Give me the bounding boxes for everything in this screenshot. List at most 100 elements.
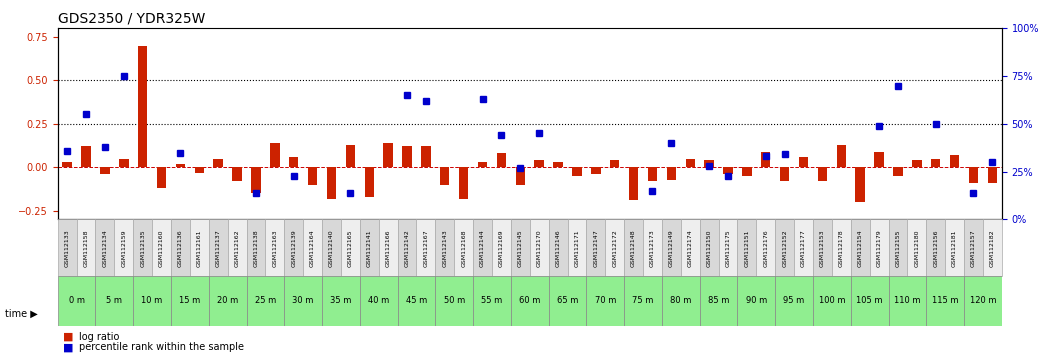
FancyBboxPatch shape (624, 276, 662, 326)
FancyBboxPatch shape (530, 219, 549, 276)
Text: 105 m: 105 m (856, 296, 883, 306)
FancyBboxPatch shape (889, 219, 907, 276)
FancyBboxPatch shape (398, 219, 416, 276)
Bar (875, 152, 883, 167)
Text: GSM112177: GSM112177 (801, 229, 806, 267)
Bar (233, 167, 241, 181)
Text: GSM112138: GSM112138 (254, 229, 258, 267)
Bar (534, 160, 544, 167)
FancyBboxPatch shape (605, 219, 624, 276)
Bar (705, 160, 713, 167)
FancyBboxPatch shape (133, 219, 152, 276)
Bar (969, 167, 979, 183)
Text: GSM112146: GSM112146 (556, 229, 560, 267)
Text: GSM112182: GSM112182 (990, 229, 994, 267)
Bar (932, 159, 941, 167)
Bar (743, 167, 751, 176)
Bar (667, 167, 676, 179)
Text: GSM112156: GSM112156 (934, 229, 938, 267)
FancyBboxPatch shape (284, 219, 303, 276)
Text: time ▶: time ▶ (5, 308, 38, 318)
Bar (724, 167, 733, 174)
FancyBboxPatch shape (813, 276, 851, 326)
Bar (100, 167, 109, 174)
Text: GSM112159: GSM112159 (122, 229, 126, 267)
Bar (516, 167, 526, 185)
FancyBboxPatch shape (964, 219, 983, 276)
FancyBboxPatch shape (643, 219, 662, 276)
FancyBboxPatch shape (77, 219, 95, 276)
Text: 0 m: 0 m (68, 296, 85, 306)
FancyBboxPatch shape (700, 219, 719, 276)
FancyBboxPatch shape (775, 219, 794, 276)
Text: 100 m: 100 m (818, 296, 845, 306)
Text: GSM112165: GSM112165 (348, 229, 352, 267)
FancyBboxPatch shape (492, 219, 511, 276)
FancyBboxPatch shape (662, 219, 681, 276)
Text: GSM112179: GSM112179 (877, 229, 881, 267)
Bar (441, 167, 449, 185)
FancyBboxPatch shape (737, 219, 756, 276)
FancyBboxPatch shape (171, 276, 209, 326)
FancyBboxPatch shape (58, 276, 95, 326)
Text: 55 m: 55 m (481, 296, 502, 306)
FancyBboxPatch shape (114, 219, 133, 276)
Text: 45 m: 45 m (406, 296, 427, 306)
FancyBboxPatch shape (851, 276, 889, 326)
FancyBboxPatch shape (926, 276, 964, 326)
FancyBboxPatch shape (511, 276, 549, 326)
Text: GSM112137: GSM112137 (216, 229, 220, 267)
FancyBboxPatch shape (152, 219, 171, 276)
FancyBboxPatch shape (398, 276, 435, 326)
Text: GSM112157: GSM112157 (971, 229, 976, 267)
FancyBboxPatch shape (964, 276, 1002, 326)
Text: 30 m: 30 m (293, 296, 314, 306)
Text: GSM112160: GSM112160 (159, 229, 164, 267)
FancyBboxPatch shape (190, 219, 209, 276)
Bar (459, 167, 468, 199)
Bar (478, 162, 487, 167)
FancyBboxPatch shape (379, 219, 398, 276)
Text: GSM112166: GSM112166 (386, 229, 390, 267)
Text: GSM112148: GSM112148 (631, 229, 636, 267)
Text: 60 m: 60 m (519, 296, 540, 306)
FancyBboxPatch shape (95, 276, 133, 326)
Bar (799, 157, 808, 167)
Text: GSM112158: GSM112158 (84, 229, 88, 267)
Bar (421, 147, 430, 167)
Bar (403, 147, 411, 167)
Bar (950, 155, 959, 167)
FancyBboxPatch shape (586, 276, 624, 326)
FancyBboxPatch shape (416, 219, 435, 276)
Bar (628, 167, 638, 200)
FancyBboxPatch shape (737, 276, 775, 326)
Bar (686, 159, 695, 167)
Text: GSM112147: GSM112147 (594, 229, 598, 267)
Text: GSM112139: GSM112139 (292, 229, 296, 267)
Text: GSM112170: GSM112170 (537, 229, 541, 267)
Bar (384, 143, 392, 167)
FancyBboxPatch shape (58, 219, 77, 276)
Bar (157, 167, 166, 188)
FancyBboxPatch shape (360, 219, 379, 276)
Text: GSM112151: GSM112151 (745, 229, 749, 267)
Text: GSM112155: GSM112155 (896, 229, 900, 267)
FancyBboxPatch shape (209, 276, 247, 326)
Bar (780, 167, 790, 181)
FancyBboxPatch shape (549, 276, 586, 326)
Bar (252, 167, 260, 193)
FancyBboxPatch shape (568, 219, 586, 276)
FancyBboxPatch shape (624, 219, 643, 276)
FancyBboxPatch shape (322, 219, 341, 276)
Bar (912, 160, 922, 167)
Text: GSM112164: GSM112164 (311, 229, 315, 267)
Text: GDS2350 / YDR325W: GDS2350 / YDR325W (58, 12, 205, 26)
Text: 90 m: 90 m (746, 296, 767, 306)
Bar (573, 167, 581, 176)
Text: ■: ■ (63, 332, 73, 342)
FancyBboxPatch shape (473, 219, 492, 276)
Bar (138, 46, 147, 167)
FancyBboxPatch shape (926, 219, 945, 276)
Text: 5 m: 5 m (106, 296, 123, 306)
FancyBboxPatch shape (813, 219, 832, 276)
